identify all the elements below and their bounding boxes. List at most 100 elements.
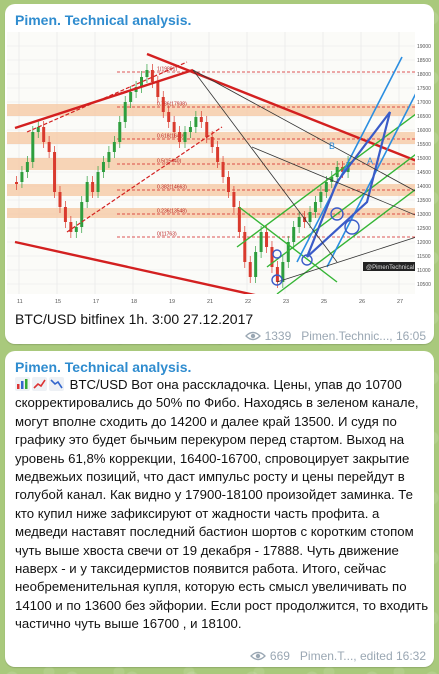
candle-body — [20, 172, 24, 182]
candle-body — [221, 162, 225, 177]
date-tick: 18 — [131, 299, 137, 305]
fib-level-label: 0.236(13548) — [157, 209, 187, 215]
candle-body — [232, 192, 236, 207]
message-author[interactable]: Pimen. Technical analysis. — [15, 12, 192, 28]
price-tick: 15000 — [417, 156, 431, 162]
chart-caption: BTC/USD bitfinex 1h. 3:00 27.12.2017 — [15, 311, 254, 327]
candle-body — [308, 212, 312, 222]
candle-body — [172, 122, 176, 132]
price-tick: 14000 — [417, 184, 431, 190]
candle-body — [156, 82, 160, 97]
candle-body — [303, 217, 307, 222]
candle-body — [42, 127, 46, 142]
candle-body — [216, 147, 220, 162]
watermark: @PimenTechnical — [366, 265, 414, 271]
date-axis-bg — [7, 294, 432, 307]
candle-body — [58, 192, 62, 207]
red-inner-channel — [26, 61, 223, 233]
message-meta: 1339 Pimen.Technic..., 16:05 — [244, 329, 426, 343]
view-count: 669 — [269, 649, 290, 663]
candle-body — [205, 122, 209, 137]
candle-body — [286, 242, 290, 262]
message-author[interactable]: Pimen. Technical analysis. — [15, 359, 192, 375]
date-tick: 19 — [169, 299, 175, 305]
date-tick: 11 — [17, 299, 23, 305]
price-tick: 10500 — [417, 282, 431, 288]
chart-image[interactable]: 1(19891) 0.786(17938) 0.618(16416) 0.5(1544… — [7, 32, 432, 307]
price-tick: 14500 — [417, 170, 431, 176]
price-tick: 15500 — [417, 142, 431, 148]
price-tick: 17000 — [417, 100, 431, 106]
view-count: 1339 — [264, 329, 292, 343]
fib-level-label: 0.786(17938) — [157, 102, 187, 108]
candle-body — [194, 117, 198, 127]
chart-down-emoji — [49, 377, 64, 391]
candle-body — [96, 172, 100, 192]
candle-body — [80, 202, 84, 227]
candle-body — [265, 232, 269, 247]
chart-up-emoji — [32, 377, 47, 391]
price-tick: 11500 — [417, 254, 431, 260]
candle-body — [74, 227, 78, 232]
candle-body — [140, 77, 144, 87]
candle-body — [248, 262, 252, 277]
red-channel — [14, 52, 432, 302]
candle-body — [210, 137, 214, 147]
candle-body — [188, 127, 192, 132]
fib-level-label: 0.618(16416) — [157, 134, 187, 140]
candle-body — [270, 247, 274, 267]
date-axis: 11 15 17 18 19 21 22 23 25 26 27 — [7, 294, 432, 307]
signature-time: Pimen.T..., edited 16:32 — [299, 649, 426, 663]
message-bubble-chart[interactable]: Pimen. Technical analysis. 1(19891) 0.786… — [5, 4, 434, 344]
fib-level-label: 1(19891) — [157, 67, 177, 73]
candle-body — [91, 182, 95, 192]
marker-circles — [271, 207, 360, 286]
candle-body — [297, 217, 301, 227]
fib-level-label: 0.5(15440) — [157, 159, 182, 165]
candle-body — [47, 142, 51, 152]
candle-body — [183, 132, 187, 142]
candle-body — [226, 177, 230, 192]
annotation-A: A — [367, 156, 373, 166]
price-tick: 18000 — [417, 72, 431, 78]
candle-body — [243, 232, 247, 262]
message-bubble-text[interactable]: Pimen. Technical analysis. BTC/USD Вот о… — [5, 351, 434, 667]
annotation-B: B — [329, 141, 335, 151]
candle-body — [15, 182, 18, 184]
candle-body — [313, 202, 317, 212]
bar-chart-emoji — [15, 377, 30, 391]
candle-body — [178, 132, 182, 142]
candles — [15, 64, 350, 288]
price-tick: 17500 — [417, 86, 431, 92]
fib-level-label: 0(11763) — [157, 232, 177, 238]
black-trend-lines — [192, 69, 432, 283]
candle-body — [123, 102, 127, 122]
date-tick: 27 — [397, 299, 403, 305]
candle-body — [150, 70, 154, 82]
candle-body — [292, 227, 296, 242]
price-tick: 16500 — [417, 114, 431, 120]
price-tick: 16000 — [417, 128, 431, 134]
candle-body — [254, 252, 258, 277]
candle-body — [161, 97, 165, 112]
candle-body — [145, 70, 149, 77]
blue-channel — [296, 56, 432, 268]
candle-body — [69, 222, 73, 232]
fib-band — [7, 184, 415, 196]
date-tick: 23 — [283, 299, 289, 305]
chart-svg: 1(19891) 0.786(17938) 0.618(16416) 0.5(1544… — [7, 32, 432, 307]
date-tick: 15 — [55, 299, 61, 305]
candle-body — [107, 152, 111, 162]
message-text[interactable]: BTC/USD Вот она расскладочка. Цены, упав… — [15, 376, 430, 634]
fib-band — [7, 208, 415, 218]
candle-body — [31, 132, 35, 162]
candle-body — [281, 262, 285, 282]
candle-body — [199, 117, 203, 122]
eye-icon — [249, 651, 266, 661]
candle-body — [112, 142, 116, 152]
price-tick: 11000 — [417, 268, 431, 274]
candle-body — [341, 167, 345, 172]
eye-icon — [244, 331, 261, 341]
message-meta: 669 Pimen.T..., edited 16:32 — [249, 649, 426, 663]
price-axis-bg — [415, 32, 432, 307]
